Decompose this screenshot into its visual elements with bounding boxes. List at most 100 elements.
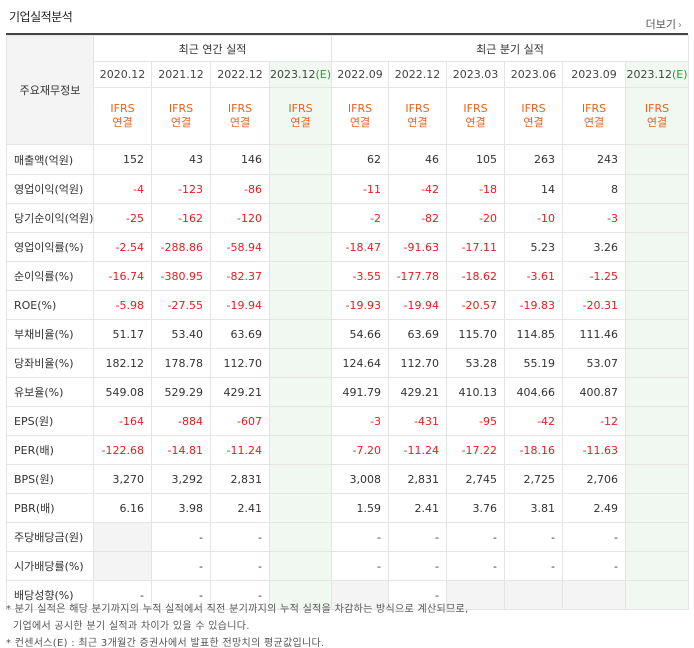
periods-row: 2020.12 2021.12 2022.12 2023.12(E) 2022.09 20… <box>7 61 690 88</box>
table-cell: - <box>388 522 448 552</box>
table-cell: - <box>210 522 270 552</box>
table-cell: -42 <box>504 406 564 436</box>
table-cell <box>331 580 390 610</box>
footnote-1: * 분기 실적은 해당 분기까지의 누적 실적에서 직전 분기까지의 누적 실적… <box>6 604 469 615</box>
table-cell: 178.78 <box>151 348 211 378</box>
table-cell <box>268 551 333 581</box>
row-label: 당기순이익(억원) <box>6 203 94 233</box>
basis-label: IFRS 연결 <box>562 87 627 145</box>
table-cell: - <box>331 551 390 581</box>
table-row: 순이익률(%) -16.74 -380.95 -82.37 -3.55 -177.78 -1… <box>6 261 690 291</box>
table-cell: - <box>504 551 564 581</box>
period-header: 2023.09 <box>562 61 627 88</box>
row-label: ROE(%) <box>6 290 94 320</box>
table-cell: 63.69 <box>388 319 448 349</box>
more-link[interactable]: 더보기 › <box>646 16 682 32</box>
table-cell <box>504 580 564 610</box>
table-cell: -20.31 <box>562 290 627 320</box>
table-cell <box>268 493 333 523</box>
table-cell: -18.16 <box>504 435 564 465</box>
table-cell: - <box>504 522 564 552</box>
table-row: 주당배당금(원) - - - - - - - <box>6 522 690 552</box>
more-label[interactable]: 더보기 <box>645 18 676 31</box>
table-cell: -2 <box>331 203 390 233</box>
table-cell: 243 <box>562 144 627 175</box>
basis-scope: 연결 <box>349 116 371 129</box>
table-cell: -1.25 <box>562 261 627 291</box>
table-cell: 112.70 <box>210 348 270 378</box>
table-cell: 14 <box>504 174 564 204</box>
period-label: 2023.12 <box>270 68 316 81</box>
table-cell: -5.98 <box>93 290 152 320</box>
basis-scope: 연결 <box>465 116 486 129</box>
table-cell <box>268 261 333 291</box>
table-cell: 8 <box>562 174 627 204</box>
table-cell: -82 <box>388 203 448 233</box>
table-cell <box>268 348 333 378</box>
basis-standard: IFRS <box>110 102 135 115</box>
table-cell: -162 <box>151 203 211 233</box>
table-cell: -18.47 <box>331 232 390 262</box>
row-label: 매출액(억원) <box>6 144 94 175</box>
table-cell: -58.94 <box>210 232 270 262</box>
table-row: PER(배) -122.68 -14.81 -11.24 -7.20 -11.24 -17.… <box>6 435 690 465</box>
basis-label: IFRS 연결 <box>388 87 448 145</box>
table-cell: - <box>151 580 211 610</box>
basis-standard: IFRS <box>644 102 670 115</box>
table-cell <box>625 348 690 378</box>
table-cell: 2,831 <box>388 464 448 494</box>
table-cell: -164 <box>93 406 152 436</box>
basis-standard: IFRS <box>521 102 546 115</box>
table-cell <box>625 580 690 610</box>
table-cell: 2,706 <box>562 464 627 494</box>
table-cell <box>625 551 690 581</box>
basis-standard: IFRS <box>405 102 430 115</box>
table-cell <box>625 319 690 349</box>
table-cell <box>625 464 690 494</box>
row-label: 부채비율(%) <box>6 319 94 349</box>
table-cell: 2,831 <box>210 464 270 494</box>
table-cell: - <box>331 522 390 552</box>
section-title: 기업실적분석 <box>9 10 73 24</box>
table-row: PBR(배) 6.16 3.98 2.41 1.59 2.41 3.76 3.81 2.49 <box>6 493 690 523</box>
period-header: 2022.12 <box>210 61 270 88</box>
basis-scope: 연결 <box>407 116 428 129</box>
table-cell: 3.98 <box>151 493 211 523</box>
table-cell <box>625 144 690 175</box>
row-label: 영업이익률(%) <box>6 232 94 262</box>
table-cell: -884 <box>151 406 211 436</box>
table-cell: 2.49 <box>562 493 627 523</box>
table-row: 영업이익(억원) -4 -123 -86 -11 -42 -18 14 8 <box>6 174 690 204</box>
table-cell: 55.19 <box>504 348 564 378</box>
table-cell: 491.79 <box>331 377 390 407</box>
table-cell: 146 <box>210 144 270 175</box>
period-header: 2023.03 <box>446 61 506 88</box>
table-cell: -18 <box>446 174 506 204</box>
footnote-3: * 컨센서스(E) : 최근 3개월간 증권사에서 발표한 전망치의 평균값입니… <box>6 638 325 648</box>
basis-label: IFRS 연결 <box>625 87 690 145</box>
table-cell: 53.07 <box>562 348 627 378</box>
period-header: 2020.12 <box>93 61 152 88</box>
financial-table: 주요재무정보 최근 연간 실적 최근 분기 실적 2020.12 2021.12 2… <box>6 35 690 610</box>
table-cell: 46 <box>388 144 448 175</box>
table-cell: 410.13 <box>446 377 506 407</box>
table-row: 유보율(%) 549.08 529.29 429.21 491.79 429.21 410.… <box>6 377 690 407</box>
table-cell: - <box>93 580 152 610</box>
table-cell: 3.81 <box>504 493 564 523</box>
table-cell: -86 <box>210 174 270 204</box>
table-cell: 529.29 <box>151 377 211 407</box>
footnotes: * 분기 실적은 해당 분기까지의 누적 실적에서 직전 분기까지의 누적 실적… <box>6 601 469 648</box>
table-cell: 182.12 <box>93 348 152 378</box>
table-cell: - <box>562 522 627 552</box>
table-cell: -42 <box>388 174 448 204</box>
table-row: 부채비율(%) 51.17 53.40 63.69 54.66 63.69 115.70 11… <box>6 319 690 349</box>
table-row: ROE(%) -5.98 -27.55 -19.94 -19.93 -19.94 -20.5… <box>6 290 690 320</box>
quarter-header: 최근 분기 실적 <box>331 35 690 62</box>
table-cell: 263 <box>504 144 564 175</box>
period-header: 2023.06 <box>504 61 564 88</box>
table-cell: 63.69 <box>210 319 270 349</box>
table-cell: 429.21 <box>210 377 270 407</box>
table-cell: 3,292 <box>151 464 211 494</box>
table-row: 매출액(억원) 152 43 146 62 46 105 263 243 <box>6 144 690 175</box>
table-cell: -10 <box>504 203 564 233</box>
